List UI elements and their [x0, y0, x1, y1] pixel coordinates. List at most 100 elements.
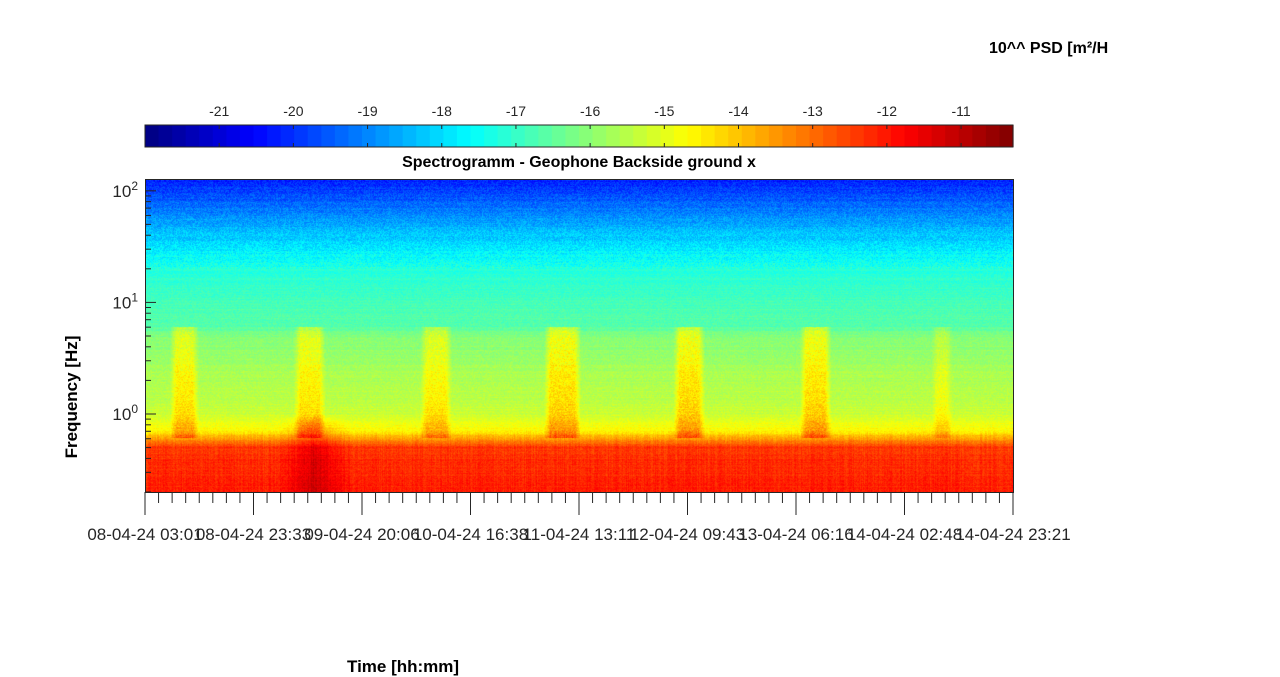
colorbar-bin: [755, 125, 770, 147]
spectrogram-image: [146, 180, 1013, 492]
colorbar-tick-label: -19: [357, 103, 377, 119]
colorbar-bin: [701, 125, 716, 147]
colorbar-bin: [972, 125, 987, 147]
colorbar-bin: [918, 125, 933, 147]
colorbar-bin: [592, 125, 607, 147]
y-tick-label: 102: [112, 179, 138, 201]
colorbar-bin: [253, 125, 268, 147]
colorbar-bin: [199, 125, 214, 147]
colorbar-bin: [456, 125, 472, 147]
y-tick-label: 100: [112, 402, 138, 424]
colorbar-bin: [416, 125, 431, 147]
colorbar-bin: [280, 125, 295, 147]
colorbar-bin: [985, 125, 1001, 147]
x-axis-label: Time [hh:mm]: [347, 657, 460, 676]
colorbar-bin: [185, 125, 200, 147]
colorbar-tick-label: -12: [877, 103, 897, 119]
colorbar-bin: [538, 125, 553, 147]
colorbar-bin: [931, 125, 946, 147]
colorbar-bin: [524, 125, 539, 147]
colorbar-bin: [904, 125, 919, 147]
colorbar-bin: [958, 125, 973, 147]
colorbar-frame: [144, 124, 1014, 148]
x-tick-label: 08-04-24 23:33: [196, 525, 311, 544]
colorbar-bin: [389, 125, 404, 147]
x-tick-label: 09-04-24 20:06: [304, 525, 419, 544]
y-axis: 100 101 102: [112, 179, 156, 493]
colorbar-bin: [484, 125, 499, 147]
colorbar-bin: [267, 125, 282, 147]
colorbar-bin: [890, 125, 906, 147]
colorbar-bin: [321, 125, 336, 147]
x-tick-label: 11-04-24 13:11: [523, 525, 636, 544]
colorbar-bin: [809, 125, 824, 147]
colorbar-bin: [565, 125, 580, 147]
colorbar-tick-label: -16: [580, 103, 600, 119]
colorbar-bin: [362, 125, 377, 147]
colorbar-bin: [836, 125, 851, 147]
colorbar-bin: [877, 125, 892, 147]
colorbar-label: 10^^ PSD [m²/H: [989, 40, 1109, 57]
colorbar-bin: [850, 125, 865, 147]
colorbar-bin: [999, 125, 1014, 147]
colorbar-bin: [619, 125, 634, 147]
colorbar-bin: [307, 125, 322, 147]
colorbar-bin: [375, 125, 390, 147]
colorbar-bin: [145, 125, 160, 147]
colorbar-bin: [606, 125, 621, 147]
colorbar-bin: [945, 125, 960, 147]
colorbar-bin: [239, 125, 255, 147]
colorbar-bin: [511, 125, 526, 147]
colorbar-bin: [863, 125, 878, 147]
colorbar-tick-label: -11: [951, 103, 970, 119]
colorbar-bin: [402, 125, 417, 147]
colorbar-bin: [673, 125, 689, 147]
x-tick-label: 12-04-24 09:43: [630, 525, 745, 544]
colorbar-bin: [551, 125, 567, 147]
colorbar-bin: [782, 125, 797, 147]
colorbar-bin: [728, 125, 743, 147]
spectrogram: [145, 179, 1014, 493]
colorbar-tick-label: -15: [654, 103, 674, 119]
colorbar-tick-label: -20: [283, 103, 303, 119]
colorbar-ticks: -21 -20 -19 -18 -17 -16 -15 -14 -13 -12 -11: [209, 103, 971, 147]
colorbar-bin: [646, 125, 661, 147]
colorbar-bin: [212, 125, 227, 147]
colorbar-bin: [443, 125, 458, 147]
colorbar-bin: [579, 125, 594, 147]
colorbar-bin: [497, 125, 512, 147]
colorbar-bin: [714, 125, 729, 147]
colorbar-bin: [823, 125, 838, 147]
y-axis-label: Frequency [Hz]: [62, 335, 81, 459]
colorbar-bin: [633, 125, 648, 147]
colorbar-tick-label: -13: [803, 103, 823, 119]
colorbar-tick-label: -17: [506, 103, 526, 119]
colorbar-bin: [334, 125, 350, 147]
colorbar-bin: [226, 125, 241, 147]
colorbar-bin: [172, 125, 187, 147]
x-tick-label: 14-04-24 02:48: [847, 525, 962, 544]
colorbar-tick-label: -18: [432, 103, 452, 119]
x-tick-label: 13-04-24 06:16: [738, 525, 853, 544]
colorbar-bin: [158, 125, 173, 147]
colorbar-bin: [294, 125, 309, 147]
colorbar-bin: [796, 125, 811, 147]
x-tick-label: 08-04-24 03:01: [87, 525, 202, 544]
y-tick-label: 101: [112, 290, 138, 312]
colorbar-tick-label: -14: [728, 103, 748, 119]
chart-title: Spectrogramm - Geophone Backside ground …: [402, 154, 756, 171]
colorbar-bin: [741, 125, 756, 147]
colorbar-bin: [348, 125, 363, 147]
colorbar-bin: [660, 125, 675, 147]
colorbar-gradient: [145, 125, 1014, 147]
colorbar-bin: [429, 125, 444, 147]
colorbar-bin: [687, 125, 702, 147]
x-tick-label: 10-04-24 16:38: [413, 525, 528, 544]
colorbar-bin: [470, 125, 485, 147]
x-tick-label: 14-04-24 23:21: [955, 525, 1070, 544]
colorbar: -21 -20 -19 -18 -17 -16 -15 -14 -13 -12 -11: [144, 103, 1014, 148]
colorbar-bin: [768, 125, 784, 147]
colorbar-tick-label: -21: [209, 103, 229, 119]
